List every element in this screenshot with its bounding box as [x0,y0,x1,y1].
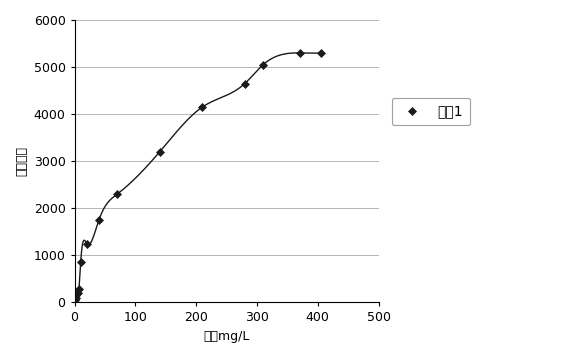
X-axis label: 浓度mg/L: 浓度mg/L [203,330,250,343]
系列1 [156,150,163,154]
Legend: 系列1: 系列1 [392,97,470,125]
系列1 [95,218,102,222]
系列1 [318,51,325,55]
系列1 [75,287,82,291]
系列1 [77,260,84,265]
系列1 [72,298,79,302]
系列1 [259,63,266,67]
系列1 [73,293,80,297]
Line: 系列1: 系列1 [72,50,323,303]
系列1 [74,291,81,295]
系列1 [241,81,248,86]
系列1 [199,105,206,109]
系列1 [83,241,91,246]
Y-axis label: 反应幅度: 反应幅度 [15,146,28,176]
系列1 [72,296,79,300]
系列1 [296,51,303,55]
系列1 [113,192,121,196]
